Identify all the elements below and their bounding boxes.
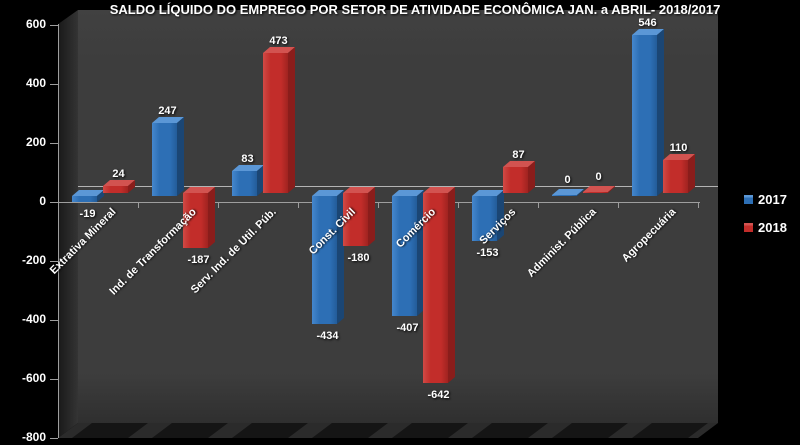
legend-item-2017: 2017 (744, 192, 787, 207)
legend: 2017 2018 (744, 192, 787, 248)
category-tick (218, 202, 219, 208)
y-axis-label: 0 (39, 194, 46, 208)
bar-2017-administ-pu-blica (552, 189, 585, 196)
floor-stripe (472, 423, 548, 438)
bar-2017-ind-de-transformac-a-o (152, 117, 185, 196)
data-label: -180 (347, 252, 370, 265)
bar-2017-serv-ind-de-util-pu-b (232, 165, 265, 196)
legend-item-2018: 2018 (744, 220, 787, 235)
bar-2017-extrativa-mineral (72, 190, 105, 202)
legend-label-2017: 2017 (758, 192, 787, 207)
data-label: 87 (512, 149, 525, 162)
y-axis-label: 400 (25, 75, 46, 90)
data-label: 83 (241, 153, 254, 166)
data-label: 110 (669, 142, 688, 155)
y-axis-tick (50, 261, 58, 263)
bar-2018-agropecua-ria (663, 154, 696, 193)
plot-floor (58, 423, 718, 438)
floor-stripe (552, 423, 628, 438)
bar-2018-extrativa-mineral (103, 179, 136, 193)
y-axis-label: 600 (25, 16, 46, 31)
legend-swatch-2017 (744, 195, 753, 204)
bar-2017-come-rcio (392, 190, 425, 317)
bar-2018-const-civil (343, 187, 376, 247)
y-axis-tick (50, 83, 58, 85)
category-tick (138, 202, 139, 208)
category-tick (298, 202, 299, 208)
data-label: 546 (638, 16, 657, 29)
floor-stripe (632, 423, 708, 438)
category-tick (618, 202, 619, 208)
y-axis-tick (50, 142, 58, 144)
data-label: 247 (158, 105, 177, 117)
category-tick (698, 202, 699, 208)
data-label: -153 (476, 247, 499, 260)
data-label: 473 (269, 35, 288, 48)
floor-stripe (312, 423, 388, 438)
legend-label-2018: 2018 (758, 220, 787, 235)
floor-stripe (232, 423, 308, 438)
bar-2018-serv-ind-de-util-pu-b (263, 47, 296, 193)
zero-gridline (78, 186, 718, 187)
data-label: -407 (396, 322, 419, 335)
legend-swatch-2018 (744, 223, 753, 232)
floor-stripe (152, 423, 228, 438)
bar-2018-administ-pu-blica (583, 186, 616, 193)
floor-stripe (392, 423, 468, 438)
data-label: -434 (316, 330, 339, 343)
category-tick (538, 202, 539, 208)
value-axis-line (58, 24, 59, 438)
chart-title: SALDO LÍQUIDO DO EMPREGO POR SETOR DE AT… (109, 2, 721, 17)
y-axis-tick (50, 438, 58, 440)
bar-2018-servic-os (503, 161, 536, 193)
data-label: 0 (595, 171, 602, 183)
y-axis-label: 200 (25, 134, 46, 149)
data-label: -642 (427, 388, 450, 401)
bar-2017-servic-os (472, 190, 505, 242)
bar-2017-agropecua-ria (632, 28, 665, 196)
y-axis-tick (50, 379, 58, 381)
y-axis-label: -800 (21, 430, 46, 445)
category-axis-line (58, 202, 700, 203)
category-tick (378, 202, 379, 208)
y-axis-tick (50, 24, 58, 26)
y-axis-tick (50, 202, 58, 203)
data-label: 0 (564, 174, 571, 186)
bar-side-face (177, 117, 184, 196)
y-axis-tick (50, 320, 58, 322)
plot-side-wall (58, 10, 78, 438)
bar-side-face (688, 154, 695, 193)
bar-side-face (208, 187, 215, 249)
bar-2018-ind-de-transformac-a-o (183, 187, 216, 249)
category-tick (458, 202, 459, 208)
bar-side-face (288, 47, 295, 193)
data-label: -187 (187, 254, 210, 267)
y-axis-label: -400 (21, 312, 46, 327)
floor-stripe (72, 423, 148, 438)
bar-side-face (448, 187, 455, 383)
bar-2017-const-civil (312, 190, 345, 325)
bar-2018-come-rcio (423, 187, 456, 383)
y-axis-label: -600 (21, 371, 46, 386)
y-axis-label: -200 (21, 253, 46, 268)
bar-side-face (368, 187, 375, 247)
data-label: -19 (79, 207, 96, 220)
data-label: 24 (112, 167, 125, 180)
